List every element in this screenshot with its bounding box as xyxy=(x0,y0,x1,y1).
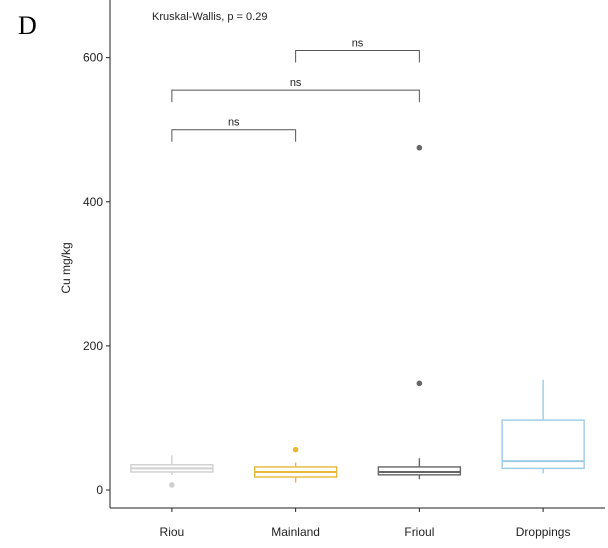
comparison-label-2: ns xyxy=(352,37,364,49)
outlier-riou-0 xyxy=(169,482,175,488)
panel-letter: D xyxy=(18,11,37,40)
x-tick-label-riou: Riou xyxy=(160,525,185,539)
plot-area: 0 200 400 600 Riou Mainland Frioul Droppings ns n… xyxy=(83,0,605,539)
y-axis-title: Cu mg/kg xyxy=(59,242,73,293)
comparison-bracket-0 xyxy=(171,129,297,142)
comparison-bracket-1 xyxy=(171,89,420,103)
x-tick-label-droppings: Droppings xyxy=(516,525,571,539)
box-frioul xyxy=(377,466,462,476)
x-tick-label-frioul: Frioul xyxy=(404,525,434,539)
outlier-mainland-0 xyxy=(292,446,299,453)
y-tick-label-200: 200 xyxy=(83,339,103,353)
y-tick-label-0: 0 xyxy=(96,483,103,497)
y-tick-label-400: 400 xyxy=(83,195,103,209)
outlier-frioul-0 xyxy=(416,380,423,387)
outlier-frioul-1 xyxy=(416,144,423,151)
comparison-bracket-2 xyxy=(295,49,420,63)
comparison-label-0: ns xyxy=(228,117,240,129)
x-tick-label-mainland: Mainland xyxy=(271,525,320,539)
kruskal-wallis-label: Kruskal-Wallis, p = 0.29 xyxy=(152,11,267,23)
y-tick-label-600: 600 xyxy=(83,51,103,65)
comparison-label-1: ns xyxy=(290,77,302,89)
